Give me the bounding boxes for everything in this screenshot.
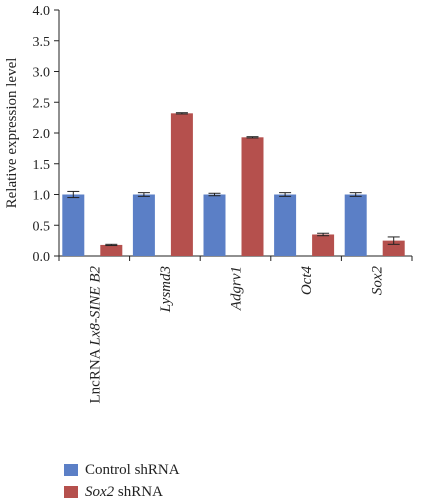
bar	[274, 194, 297, 256]
y-tick-label: 2.5	[33, 96, 51, 111]
y-tick-label: 3.0	[33, 66, 51, 81]
y-tick-label: 0.5	[33, 219, 51, 234]
legend-swatch-control	[64, 464, 78, 476]
y-tick-label: 1.0	[33, 189, 51, 204]
bars	[62, 112, 405, 256]
y-tick-label: 4.0	[33, 4, 51, 19]
y-tick-label: 0.0	[33, 250, 51, 265]
y-tick-label: 2.0	[33, 127, 51, 142]
bar	[241, 137, 264, 256]
y-axis-label: Relative expression level	[4, 58, 20, 209]
bar	[344, 194, 367, 256]
legend-label-control: Control shRNA	[85, 461, 180, 478]
labels: LncRNA Lx8-SINE B2 Lysmd3 Adgrv1 Oct4 Sox2	[87, 266, 385, 404]
bar	[132, 194, 155, 256]
bar	[312, 234, 335, 256]
bar	[203, 194, 226, 256]
legend-label-sox2: Sox2 shRNA	[85, 483, 163, 500]
legend-swatch-sox2	[64, 486, 78, 498]
legend: Control shRNA Sox2 shRNA	[64, 460, 180, 504]
y-tick-label: 3.5	[33, 35, 51, 50]
axes: 0.0 0.5 1.0 1.5 2.0 2.5 3.0 3.5 4.0 Relative expr…	[4, 4, 413, 265]
category-label: Lysmd3	[158, 266, 174, 313]
bar	[170, 113, 193, 256]
bar	[62, 194, 85, 256]
category-label: Adgrv1	[229, 266, 245, 311]
category-label: Oct4	[299, 266, 315, 296]
category-label: LncRNA Lx8-SINE B2	[87, 266, 103, 404]
legend-item-sox2: Sox2 shRNA	[64, 482, 180, 502]
bar	[100, 244, 123, 256]
y-tick-label: 1.5	[33, 158, 51, 173]
legend-item-control: Control shRNA	[64, 460, 180, 480]
category-label: Sox2	[370, 266, 386, 296]
